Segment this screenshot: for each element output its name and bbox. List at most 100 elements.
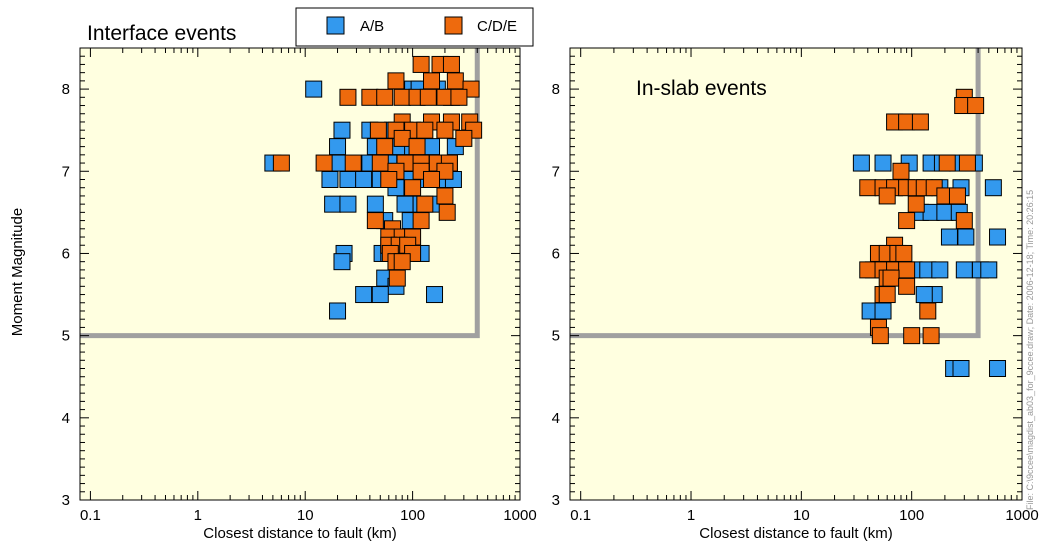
data-point: [852, 154, 870, 172]
data-point: [436, 187, 454, 205]
data-point: [393, 253, 411, 271]
data-point: [955, 212, 973, 230]
data-point: [371, 154, 389, 172]
data-point: [408, 138, 426, 156]
x-tick-label: 1: [687, 507, 695, 524]
data-point: [957, 228, 975, 246]
data-point: [446, 72, 464, 90]
data-point: [442, 55, 460, 73]
data-point: [344, 154, 362, 172]
data-point: [898, 261, 916, 279]
legend-label-ab: A/B: [360, 18, 384, 35]
data-point: [989, 360, 1007, 378]
data-point: [339, 88, 357, 106]
data-point: [416, 195, 434, 213]
data-point: [882, 269, 900, 287]
data-point: [911, 113, 929, 131]
data-point: [423, 170, 441, 188]
data-point: [871, 327, 889, 345]
data-point: [333, 253, 351, 271]
x-tick-label: 100: [400, 507, 425, 524]
x-tick-label: 10: [297, 507, 314, 524]
data-point: [436, 121, 454, 139]
y-tick-label: 5: [552, 328, 560, 345]
series-cde: [272, 55, 483, 287]
y-tick-label: 6: [62, 245, 70, 262]
data-point: [272, 154, 290, 172]
legend-swatch-cde: [444, 16, 463, 35]
data-point: [321, 170, 339, 188]
data-point: [967, 97, 985, 115]
legend-label-cde: C/D/E: [477, 18, 517, 35]
data-point: [376, 138, 394, 156]
data-point: [874, 154, 892, 172]
data-point: [393, 88, 411, 106]
data-point: [955, 261, 973, 279]
x-tick-label: 1: [194, 507, 202, 524]
data-point: [892, 162, 910, 180]
data-point: [423, 138, 441, 156]
x-tick-label: 1000: [503, 507, 536, 524]
data-point: [355, 286, 373, 304]
data-point: [361, 88, 379, 106]
data-point: [419, 88, 437, 106]
data-point: [455, 129, 473, 147]
y-tick-label: 7: [552, 163, 560, 180]
data-point: [922, 327, 940, 345]
y-tick-label: 3: [552, 492, 560, 509]
panel-title: In-slab events: [636, 77, 767, 100]
data-point: [329, 138, 347, 156]
data-point: [305, 80, 323, 98]
data-point: [952, 360, 970, 378]
data-point: [426, 286, 444, 304]
y-tick-label: 5: [62, 328, 70, 345]
y-tick-label: 3: [62, 492, 70, 509]
data-point: [369, 121, 387, 139]
data-point: [412, 55, 430, 73]
data-point: [339, 170, 357, 188]
data-point: [895, 244, 913, 262]
data-point: [333, 121, 351, 139]
data-point: [380, 170, 398, 188]
data-point: [329, 302, 347, 320]
legend-swatch-ab: [326, 16, 345, 35]
in-slab-panel: 0.1 1 10 100 1000 3 4 5 6 7 8 Closest distance to f…: [552, 47, 1039, 542]
y-tick-label: 8: [62, 81, 70, 98]
interface-panel: 0.1 1 10 100 1000 3 4 5 6 7 8 Closest distance to f…: [62, 22, 537, 542]
x-tick-label: 100: [899, 507, 924, 524]
x-tick-label: 0.1: [570, 507, 591, 524]
data-point: [366, 212, 384, 230]
data-point: [355, 170, 373, 188]
y-tick-label: 4: [62, 410, 70, 427]
legend: A/B C/D/E: [295, 7, 534, 47]
data-point: [412, 212, 430, 230]
data-point: [919, 302, 937, 320]
data-point: [404, 179, 422, 197]
data-point: [376, 88, 394, 106]
y-tick-label: 6: [552, 245, 560, 262]
panel-title: Interface events: [87, 22, 236, 45]
data-point: [898, 212, 916, 230]
data-point: [958, 154, 976, 172]
series-cde: [859, 88, 985, 345]
data-point: [450, 88, 468, 106]
data-point: [324, 195, 342, 213]
data-point: [936, 203, 954, 221]
x-tick-label: 0.1: [80, 507, 101, 524]
file-note: File: C:\9ccee\magdist_ab03_for_9ccee.dr…: [1025, 190, 1035, 510]
data-point: [878, 187, 896, 205]
data-point: [903, 327, 921, 345]
x-axis-label: Closest distance to fault (km): [203, 525, 396, 542]
data-point: [859, 261, 877, 279]
data-point: [315, 154, 333, 172]
x-axis-label: Closest distance to fault (km): [699, 525, 892, 542]
data-point: [898, 277, 916, 295]
y-tick-label: 7: [62, 163, 70, 180]
y-tick-label: 4: [552, 410, 560, 427]
data-point: [989, 228, 1007, 246]
data-point: [859, 179, 877, 197]
data-point: [940, 228, 958, 246]
data-point: [393, 129, 411, 147]
limit-line: [80, 48, 480, 339]
